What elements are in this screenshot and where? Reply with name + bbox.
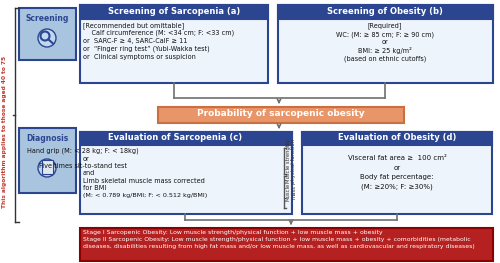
Text: (based on ethnic cutoffs): (based on ethnic cutoffs)	[344, 55, 426, 62]
Bar	[19, 128, 76, 193]
Text: Evaluation of Obesity (d): Evaluation of Obesity (d)	[338, 133, 456, 142]
Text: Limb skeletal muscle mass corrected: Limb skeletal muscle mass corrected	[83, 178, 205, 184]
Text: or  SARC-F ≥ 4, SARC-CalF ≥ 11: or SARC-F ≥ 4, SARC-CalF ≥ 11	[83, 38, 188, 44]
Text: Muscle strength/
physical function: Muscle strength/ physical function	[286, 139, 296, 184]
Text: diseases, disabilities resulting from high fat mass and/or low muscle mass, as w: diseases, disabilities resulting from hi…	[83, 244, 475, 249]
Text: Screening: Screening	[26, 14, 68, 23]
Text: or: or	[382, 39, 388, 45]
Text: [Recommended but omittable]: [Recommended but omittable]	[83, 22, 184, 29]
Bar	[80, 228, 493, 261]
Text: Screening of Sarcopenia (a): Screening of Sarcopenia (a)	[108, 7, 240, 16]
Text: Five times sit-to-stand test: Five times sit-to-stand test	[39, 163, 127, 169]
Text: [Required]: [Required]	[368, 22, 402, 29]
Text: Stage II Sarcopenic Obesity: Low muscle strength/physical function + low muscle : Stage II Sarcopenic Obesity: Low muscle …	[83, 237, 470, 242]
Bar	[19, 8, 76, 60]
Text: BMI: ≥ 25 kg/m²: BMI: ≥ 25 kg/m²	[358, 47, 412, 54]
Text: (M: ≥20%; F: ≥30%): (M: ≥20%; F: ≥30%)	[361, 183, 433, 190]
Bar	[80, 132, 292, 214]
Bar	[278, 5, 493, 19]
Bar	[80, 5, 268, 83]
Text: Screening of Obesity (b): Screening of Obesity (b)	[327, 7, 443, 16]
Text: Muscle
mass: Muscle mass	[286, 183, 296, 201]
Bar	[302, 132, 492, 145]
Bar	[42, 160, 53, 174]
Text: Visceral fat area ≥  100 cm²: Visceral fat area ≥ 100 cm²	[348, 155, 446, 161]
Text: for BMI: for BMI	[83, 185, 106, 191]
Bar	[158, 107, 404, 123]
Text: (M: < 0.789 kg/BMI; F: < 0.512 kg/BMI): (M: < 0.789 kg/BMI; F: < 0.512 kg/BMI)	[83, 193, 208, 198]
Circle shape	[38, 159, 56, 177]
Text: Hand grip (M: < 28 kg; F: < 18kg): Hand grip (M: < 28 kg; F: < 18kg)	[27, 148, 139, 154]
Text: Stage I Sarcopenic Obesity: Low muscle strength/physical function + low muscle m: Stage I Sarcopenic Obesity: Low muscle s…	[83, 230, 382, 235]
Text: and: and	[83, 170, 96, 176]
Text: Body fat percentage:: Body fat percentage:	[360, 174, 434, 180]
Text: or: or	[394, 165, 400, 171]
Text: or  “Finger ring test” (Yubi-Wakka test): or “Finger ring test” (Yubi-Wakka test)	[83, 46, 210, 53]
Text: or: or	[83, 156, 90, 162]
Text: WC: (M: ≥ 85 cm; F: ≥ 90 cm): WC: (M: ≥ 85 cm; F: ≥ 90 cm)	[336, 31, 434, 38]
Bar	[302, 132, 492, 214]
Text: Evaluation of Sarcopenia (c): Evaluation of Sarcopenia (c)	[108, 133, 242, 142]
Text: or  Clinical symptoms or suspicion: or Clinical symptoms or suspicion	[83, 54, 196, 60]
Text: Diagnosis: Diagnosis	[26, 134, 68, 143]
Bar	[80, 132, 292, 145]
Text: Probability of sarcopenic obesity: Probability of sarcopenic obesity	[197, 109, 365, 118]
Text: This algorithm applies to those aged 40 to 75: This algorithm applies to those aged 40 …	[2, 55, 7, 208]
Bar	[80, 5, 268, 19]
Circle shape	[38, 29, 56, 47]
Text: Calf circumference (M: <34 cm; F: <33 cm): Calf circumference (M: <34 cm; F: <33 cm…	[83, 30, 234, 37]
Bar	[278, 5, 493, 83]
